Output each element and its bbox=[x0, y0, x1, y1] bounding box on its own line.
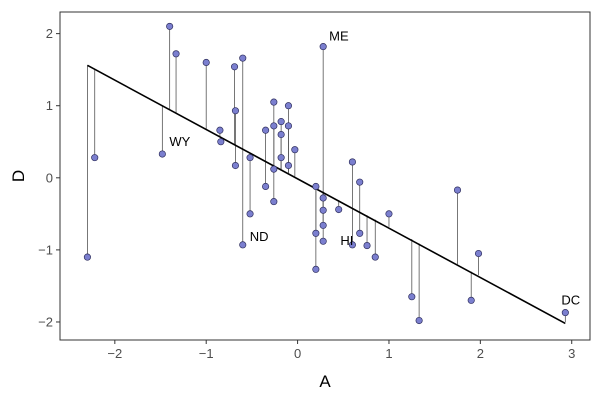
data-point bbox=[467, 296, 475, 304]
data-point bbox=[172, 50, 180, 58]
data-point bbox=[319, 237, 327, 245]
data-point bbox=[246, 154, 254, 162]
data-point bbox=[277, 130, 285, 139]
data-point bbox=[363, 242, 371, 250]
plot-panel-border bbox=[59, 11, 591, 341]
x-tick-label: −1 bbox=[199, 346, 214, 361]
data-point bbox=[408, 293, 416, 301]
data-point bbox=[319, 221, 327, 229]
annotation-label: WY bbox=[169, 134, 190, 149]
data-point bbox=[231, 161, 239, 170]
data-point bbox=[230, 63, 239, 71]
data-point bbox=[270, 165, 278, 173]
data-point bbox=[312, 182, 320, 191]
data-point bbox=[319, 194, 327, 202]
data-point bbox=[415, 316, 423, 325]
data-point bbox=[239, 54, 247, 62]
state-annotations: ME WY ND HI DC bbox=[169, 29, 580, 308]
annotation-label: DC bbox=[561, 293, 580, 308]
data-point bbox=[91, 154, 99, 162]
x-tick-label: 3 bbox=[568, 346, 575, 361]
data-point bbox=[335, 205, 343, 214]
data-point bbox=[270, 98, 278, 106]
data-point bbox=[216, 126, 224, 134]
regression-line-group bbox=[87, 64, 566, 325]
data-point bbox=[239, 241, 247, 249]
y-tick-label: 0 bbox=[46, 170, 53, 185]
data-point bbox=[277, 154, 285, 162]
data-point bbox=[231, 107, 239, 115]
data-point bbox=[246, 210, 254, 218]
x-tick-label: −2 bbox=[107, 346, 122, 361]
data-point bbox=[312, 265, 320, 273]
data-point bbox=[319, 206, 327, 214]
data-point bbox=[166, 22, 174, 30]
data-point bbox=[158, 150, 166, 158]
regression-line bbox=[87, 64, 566, 325]
y-tick-label: −1 bbox=[38, 242, 53, 257]
x-axis-ticks: −2 −1 0 1 2 3 bbox=[107, 340, 575, 361]
data-point bbox=[270, 122, 278, 130]
annotation-label: ND bbox=[250, 229, 269, 244]
data-point bbox=[312, 229, 320, 237]
scatter-points bbox=[83, 22, 569, 325]
data-point bbox=[217, 138, 225, 146]
y-axis-ticks: −2 −1 0 1 2 bbox=[38, 26, 60, 329]
data-point bbox=[284, 122, 292, 130]
data-point bbox=[356, 229, 364, 237]
data-point bbox=[453, 186, 462, 194]
y-tick-label: 1 bbox=[46, 98, 53, 113]
data-point bbox=[262, 126, 270, 134]
x-tick-label: 0 bbox=[294, 346, 301, 361]
data-point bbox=[262, 182, 270, 191]
x-tick-label: 1 bbox=[385, 346, 392, 361]
data-point bbox=[270, 198, 278, 206]
data-point bbox=[348, 241, 356, 249]
y-axis-title: D bbox=[9, 170, 28, 182]
data-point bbox=[356, 178, 364, 186]
data-point bbox=[202, 58, 210, 67]
x-tick-label: 2 bbox=[477, 346, 484, 361]
data-point bbox=[277, 118, 285, 126]
data-point bbox=[385, 210, 393, 218]
data-point bbox=[319, 43, 327, 51]
y-tick-label: −2 bbox=[38, 314, 53, 329]
data-point bbox=[284, 161, 292, 170]
y-tick-label: 2 bbox=[46, 26, 53, 41]
data-point bbox=[348, 158, 356, 166]
data-point bbox=[83, 253, 91, 261]
data-point bbox=[371, 253, 379, 261]
data-point bbox=[284, 102, 292, 110]
x-axis-title: A bbox=[319, 372, 331, 391]
data-point bbox=[561, 309, 569, 317]
data-point bbox=[291, 146, 299, 154]
data-point bbox=[474, 249, 483, 258]
annotation-label: ME bbox=[329, 29, 349, 44]
annotation-label: HI bbox=[340, 233, 353, 248]
